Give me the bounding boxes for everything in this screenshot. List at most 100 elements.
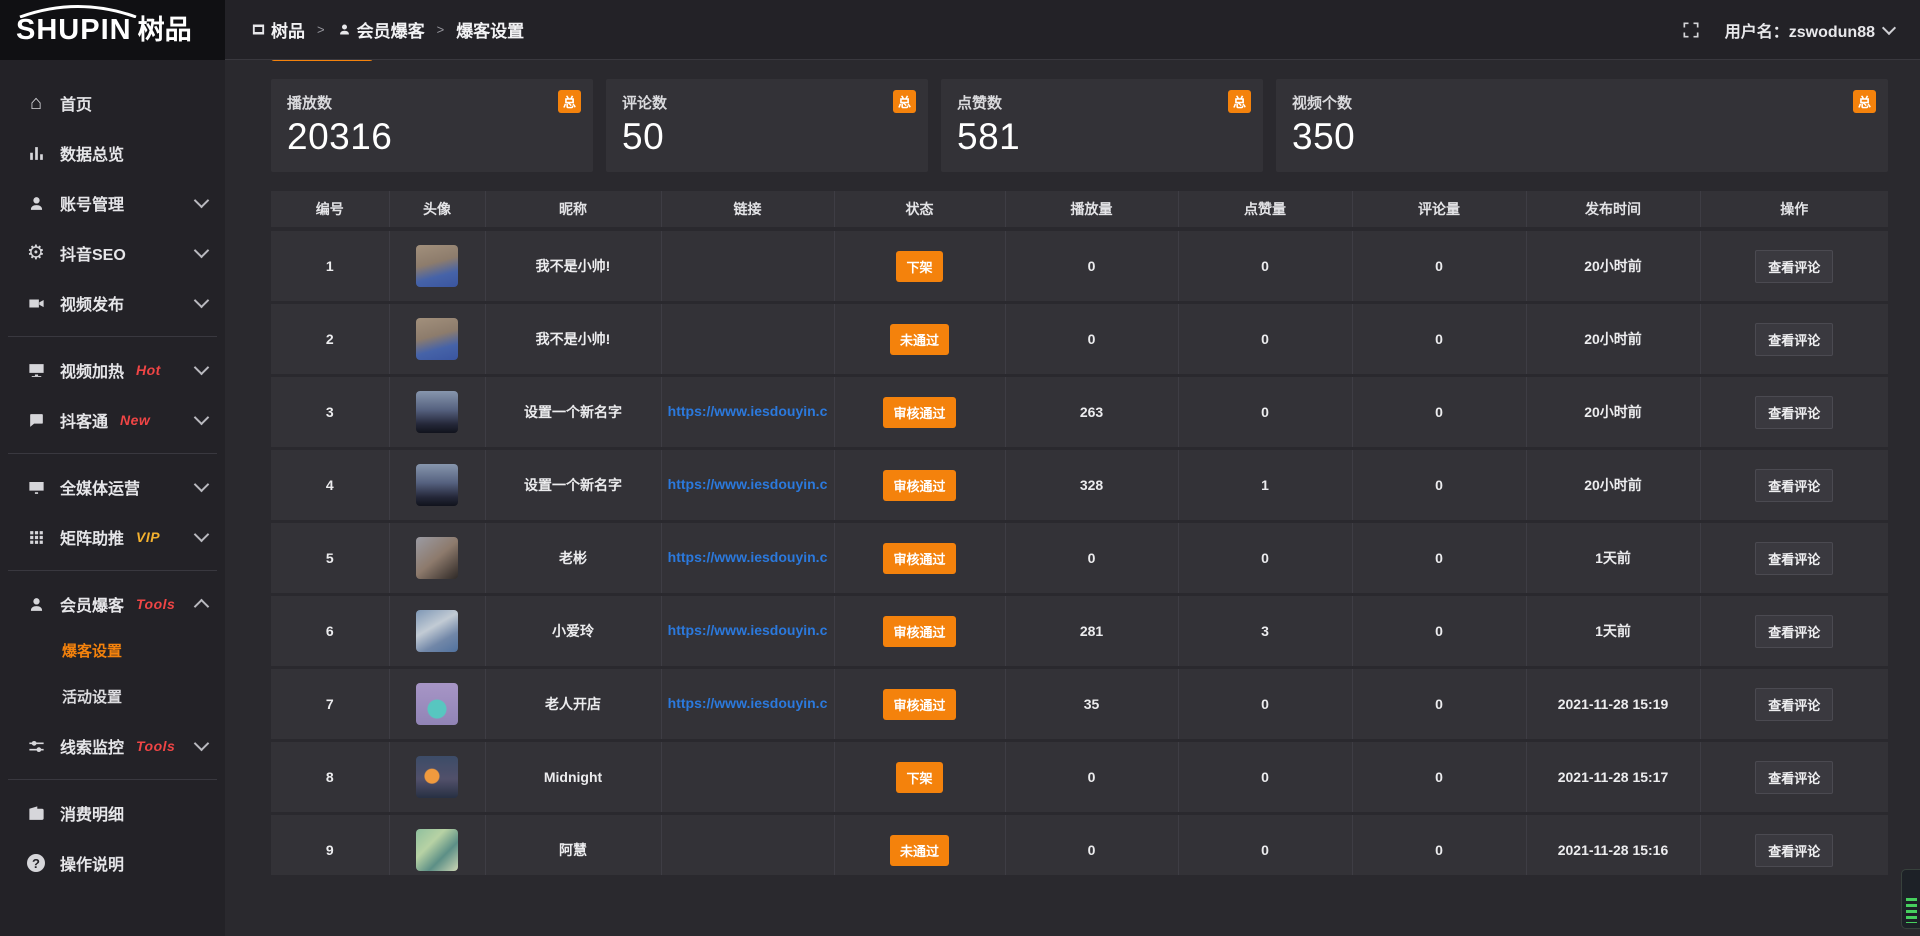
table-row: 1 我不是小帅! 下架 0 0 0 20小时前 查看评论 bbox=[271, 229, 1888, 304]
status-button[interactable]: 审核通过 bbox=[883, 542, 956, 574]
cell-link bbox=[661, 813, 835, 875]
breadcrumb-item-0[interactable]: 树品 bbox=[251, 17, 305, 42]
status-button[interactable]: 审核通过 bbox=[883, 396, 956, 428]
table-row: 6 小爱玲 https://www.iesdouyin.c 审核通过 281 3… bbox=[271, 594, 1888, 669]
corner-overlay-widget[interactable] bbox=[1901, 869, 1920, 929]
breadcrumb-item-1[interactable]: 会员爆客 bbox=[337, 17, 425, 42]
cell-comments: 0 bbox=[1352, 594, 1527, 669]
sidebar-item-6[interactable]: 视频加热 Hot bbox=[0, 345, 225, 395]
cell-link bbox=[661, 740, 835, 815]
sidebar-item-label: 视频发布 bbox=[60, 297, 125, 314]
user-menu[interactable]: 用户名：zswodun88 bbox=[1725, 18, 1897, 42]
sidebar-item-label: 数据总览 bbox=[60, 147, 125, 164]
breadcrumb-item-2[interactable]: 爆客设置 bbox=[456, 22, 525, 41]
status-button[interactable]: 审核通过 bbox=[883, 688, 956, 720]
view-comments-button[interactable]: 查看评论 bbox=[1755, 833, 1834, 867]
sidebar-item-0[interactable]: ⌂ 首页 bbox=[0, 78, 225, 128]
cell-comments: 0 bbox=[1352, 667, 1527, 742]
sidebar-item-10[interactable]: 矩阵助推 VIP bbox=[0, 512, 225, 562]
status-button[interactable]: 审核通过 bbox=[883, 615, 956, 647]
video-link[interactable]: https://www.iesdouyin.c bbox=[667, 694, 828, 711]
view-comments-button[interactable]: 查看评论 bbox=[1755, 468, 1834, 502]
cell-likes: 0 bbox=[1178, 740, 1353, 815]
status-button[interactable]: 未通过 bbox=[889, 834, 949, 866]
cell-id: 4 bbox=[271, 448, 390, 523]
sidebar-subitem-14[interactable]: 活动设置 bbox=[62, 689, 123, 706]
video-link[interactable]: https://www.iesdouyin.c bbox=[667, 548, 828, 565]
sidebar-item-1[interactable]: 数据总览 bbox=[0, 128, 225, 178]
cell-likes: 0 bbox=[1178, 229, 1353, 304]
view-comments-button[interactable]: 查看评论 bbox=[1755, 760, 1834, 794]
video-link[interactable]: https://www.iesdouyin.c bbox=[667, 621, 828, 638]
stat-label: 视频个数 bbox=[1292, 95, 1353, 112]
column-header: 点赞量 bbox=[1178, 191, 1353, 231]
video-link[interactable]: https://www.iesdouyin.c bbox=[667, 475, 828, 492]
cell-avatar bbox=[389, 813, 486, 875]
sidebar-item-7[interactable]: 抖客通 New bbox=[0, 395, 225, 445]
sidebar-item-9[interactable]: 全媒体运营 bbox=[0, 462, 225, 512]
status-button[interactable]: 未通过 bbox=[889, 323, 949, 355]
cell-action: 查看评论 bbox=[1700, 813, 1888, 875]
cell-link bbox=[661, 302, 835, 377]
user-icon bbox=[24, 595, 48, 614]
brand-name-en: SHUPIN bbox=[16, 13, 132, 46]
sidebar-item-15[interactable]: 线索监控 Tools bbox=[0, 721, 225, 771]
cell-nickname: 阿慧 bbox=[485, 813, 662, 875]
view-comments-button[interactable]: 查看评论 bbox=[1755, 541, 1834, 575]
cell-id: 3 bbox=[271, 375, 390, 450]
sidebar-item-4[interactable]: 视频发布 bbox=[0, 278, 225, 328]
chevron-down-icon bbox=[193, 476, 210, 493]
cell-likes: 0 bbox=[1178, 667, 1353, 742]
view-comments-button[interactable]: 查看评论 bbox=[1755, 395, 1834, 429]
breadcrumb-separator: > bbox=[317, 22, 325, 37]
cell-avatar bbox=[389, 229, 486, 304]
cell-nickname: 小爱玲 bbox=[485, 594, 662, 669]
cell-time: 20小时前 bbox=[1526, 302, 1701, 377]
cell-action: 查看评论 bbox=[1700, 448, 1888, 523]
breadcrumb-separator: > bbox=[436, 22, 445, 37]
sidebar-item-2[interactable]: 账号管理 bbox=[0, 178, 225, 228]
table-row: 8 Midnight 下架 0 0 0 2021-11-28 15:17 查看评… bbox=[271, 740, 1888, 815]
question-icon: ? bbox=[24, 854, 48, 872]
status-button[interactable]: 下架 bbox=[896, 761, 943, 793]
main-content: 推广设置 播放数 20316 总 评论数 50 总 点赞数 581 总 视频个数… bbox=[225, 0, 1920, 875]
status-button[interactable]: 审核通过 bbox=[883, 469, 956, 501]
sidebar-menu: ⌂ 首页 数据总览 账号管理 ⚙ 抖音SEO 视频发布 视频加热 Hot 抖客通… bbox=[0, 60, 225, 888]
fullscreen-icon[interactable] bbox=[1681, 20, 1701, 40]
sidebar-divider bbox=[8, 336, 217, 337]
avatar bbox=[416, 537, 458, 579]
sliders-icon bbox=[24, 737, 48, 756]
cell-time: 1天前 bbox=[1526, 594, 1701, 669]
stat-card-3: 视频个数 350 总 bbox=[1276, 79, 1888, 172]
column-header: 发布时间 bbox=[1526, 191, 1701, 231]
grid-icon bbox=[24, 528, 48, 547]
cell-link: https://www.iesdouyin.c bbox=[661, 594, 835, 669]
cell-plays: 281 bbox=[1005, 594, 1179, 669]
view-comments-button[interactable]: 查看评论 bbox=[1755, 614, 1834, 648]
cell-link: https://www.iesdouyin.c bbox=[661, 667, 835, 742]
total-badge: 总 bbox=[1227, 90, 1251, 113]
sidebar-item-12[interactable]: 会员爆客 Tools bbox=[0, 579, 225, 629]
cell-likes: 0 bbox=[1178, 375, 1353, 450]
dashboard-icon bbox=[251, 22, 266, 37]
cell-avatar bbox=[389, 448, 486, 523]
video-link[interactable]: https://www.iesdouyin.c bbox=[667, 402, 828, 419]
cell-status: 未通过 bbox=[834, 813, 1006, 875]
sidebar-item-label: 矩阵助推 bbox=[60, 531, 125, 548]
view-comments-button[interactable]: 查看评论 bbox=[1755, 322, 1834, 356]
cell-id: 7 bbox=[271, 667, 390, 742]
view-comments-button[interactable]: 查看评论 bbox=[1755, 249, 1834, 283]
chevron-down-icon bbox=[1881, 20, 1897, 35]
stat-value: 581 bbox=[957, 116, 1021, 157]
status-button[interactable]: 下架 bbox=[896, 250, 943, 282]
sidebar-item-18[interactable]: ? 操作说明 bbox=[0, 838, 225, 888]
cell-plays: 35 bbox=[1005, 667, 1179, 742]
chat-icon bbox=[24, 411, 48, 430]
sidebar-subitem-13[interactable]: 爆客设置 bbox=[62, 643, 123, 660]
view-comments-button[interactable]: 查看评论 bbox=[1755, 687, 1834, 721]
sidebar-item-17[interactable]: 消费明细 bbox=[0, 788, 225, 838]
sidebar-item-label: 视频加热 bbox=[60, 364, 125, 381]
cell-status: 审核通过 bbox=[834, 521, 1006, 596]
cell-status: 审核通过 bbox=[834, 375, 1006, 450]
sidebar-item-3[interactable]: ⚙ 抖音SEO bbox=[0, 228, 225, 278]
